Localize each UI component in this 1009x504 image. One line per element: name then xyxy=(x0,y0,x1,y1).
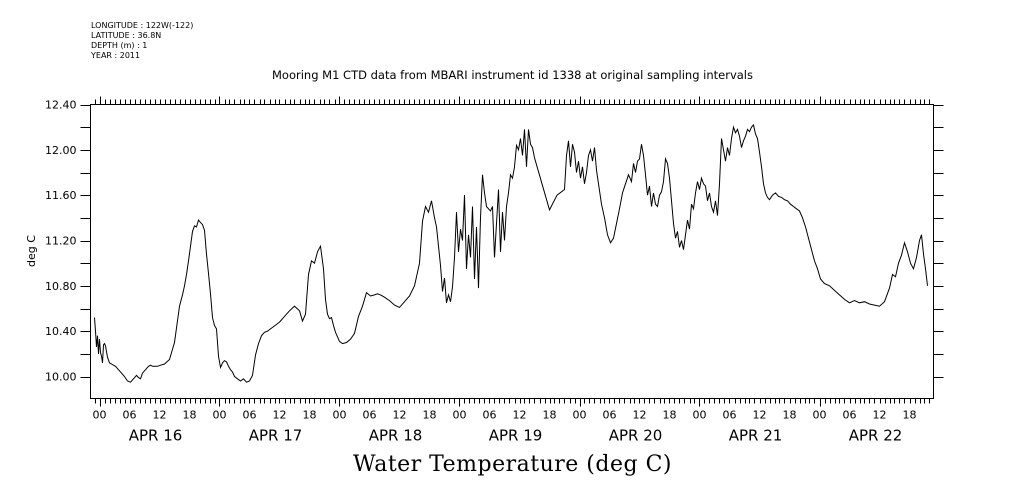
x-tick-label: 06 xyxy=(363,409,377,422)
x-day-label: APR 20 xyxy=(609,427,663,445)
x-tick-label: 18 xyxy=(783,409,797,422)
x-tick-label: 18 xyxy=(303,409,317,422)
y-tick-label: 10.80 xyxy=(45,280,77,293)
metadata-year: YEAR : 2011 xyxy=(91,51,141,60)
chart-title: Mooring M1 CTD data from MBARI instrumen… xyxy=(272,68,753,82)
x-day-labels: APR 16 APR 17 APR 18 APR 19 APR 20 APR 21 APR … xyxy=(129,427,903,445)
x-tick-label: 12 xyxy=(393,409,407,422)
y-tick-label: 11.20 xyxy=(45,235,77,248)
y-tick-label: 10.00 xyxy=(45,371,77,384)
x-tick-label: 12 xyxy=(513,409,527,422)
x-day-label: APR 21 xyxy=(729,427,783,445)
x-day-label: APR 18 xyxy=(369,427,423,445)
x-tick-label: 06 xyxy=(843,409,857,422)
metadata-longitude: LONGITUDE : 122W(-122) xyxy=(91,21,194,30)
x-day-label: APR 22 xyxy=(849,427,903,445)
x-tick-label: 12 xyxy=(753,409,767,422)
y-tick-labels: 12.40 12.00 11.60 11.20 10.80 10.40 10.00 xyxy=(45,99,77,384)
y-tick-label: 12.00 xyxy=(45,144,77,157)
y-tick-label: 11.60 xyxy=(45,189,77,202)
x-axis-title: Water Temperature (deg C) xyxy=(353,452,672,477)
x-day-label: APR 16 xyxy=(129,427,183,445)
x-tick-label: 00 xyxy=(573,409,587,422)
x-tick-label: 18 xyxy=(183,409,197,422)
x-tick-label: 12 xyxy=(273,409,287,422)
x-tick-label: 00 xyxy=(693,409,707,422)
metadata-latitude: LATITUDE : 36.8N xyxy=(91,31,162,40)
series-line-water-temperature xyxy=(94,123,928,383)
x-tick-label: 00 xyxy=(333,409,347,422)
x-tick-label: 12 xyxy=(633,409,647,422)
x-tick-label: 00 xyxy=(93,409,107,422)
y-tick-label: 10.40 xyxy=(45,325,77,338)
x-tick-label: 00 xyxy=(453,409,467,422)
x-tick-label: 00 xyxy=(213,409,227,422)
axis-ticks xyxy=(80,96,944,407)
x-tick-label: 06 xyxy=(723,409,737,422)
y-tick-label: 12.40 xyxy=(45,99,77,112)
metadata-block: LONGITUDE : 122W(-122) LATITUDE : 36.8N … xyxy=(91,21,193,61)
x-tick-label: 06 xyxy=(123,409,137,422)
x-tick-label: 06 xyxy=(603,409,617,422)
x-tick-label: 12 xyxy=(873,409,887,422)
x-tick-label: 18 xyxy=(543,409,557,422)
x-tick-label: 12 xyxy=(153,409,167,422)
x-tick-label: 18 xyxy=(423,409,437,422)
x-day-label: APR 19 xyxy=(489,427,543,445)
x-tick-label: 06 xyxy=(243,409,257,422)
x-tick-label: 18 xyxy=(663,409,677,422)
x-tick-labels: 00 06 12 18 00 06 12 18 00 06 12 18 00 06 12 18 00 06 12 18… xyxy=(93,409,917,422)
x-tick-label: 18 xyxy=(903,409,917,422)
x-tick-label: 00 xyxy=(813,409,827,422)
y-axis-label: deg C xyxy=(25,235,38,267)
metadata-depth: DEPTH (m) : 1 xyxy=(91,41,148,50)
x-day-label: APR 17 xyxy=(249,427,303,445)
x-tick-label: 06 xyxy=(483,409,497,422)
plot-frame xyxy=(90,104,934,399)
